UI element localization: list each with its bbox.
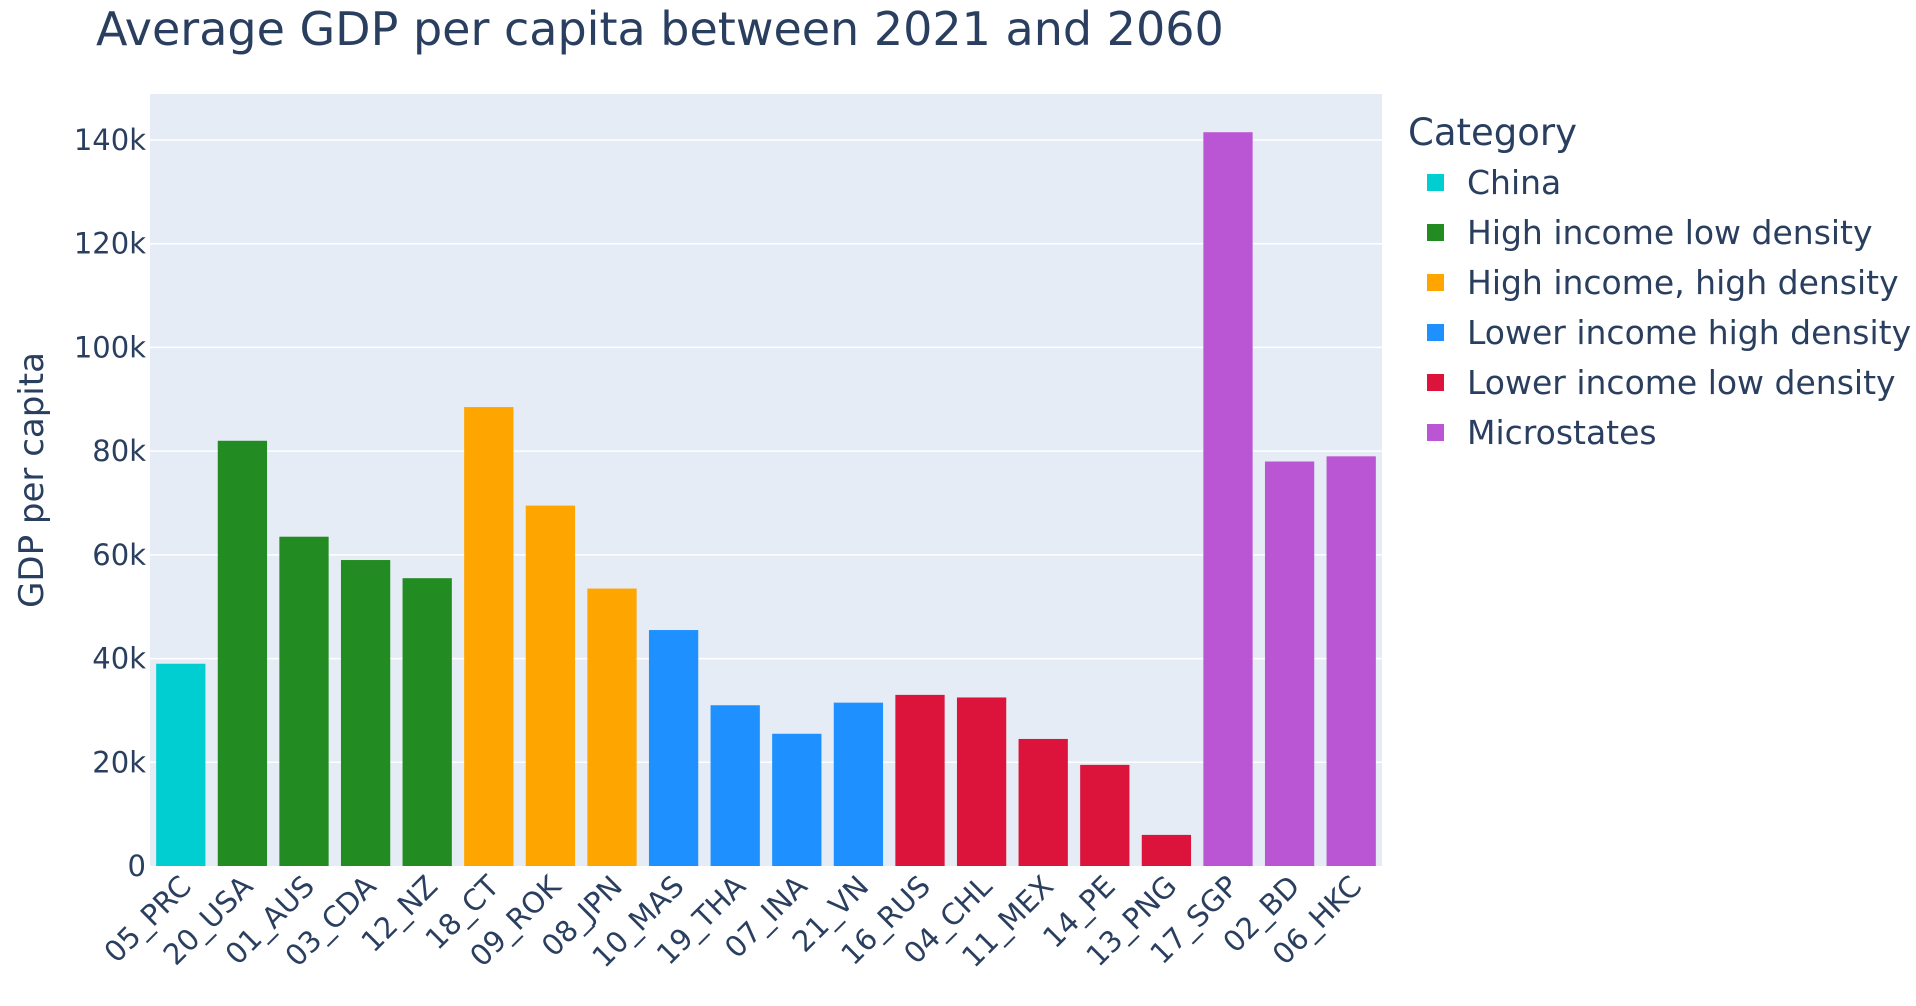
bar-11-mex[interactable] — [1018, 738, 1068, 866]
bar-14-pe[interactable] — [1080, 764, 1130, 866]
bar-19-tha[interactable] — [710, 705, 760, 866]
legend[interactable]: Category China High income low density Hig… — [1408, 111, 1911, 452]
legend-swatch[interactable] — [1427, 224, 1444, 241]
bar-03-cda[interactable] — [340, 560, 391, 866]
y-tick-label: 60k — [92, 538, 146, 572]
y-tick-label: 40k — [92, 642, 146, 676]
chart-title: Average GDP per capita between 2021 and … — [96, 2, 1224, 56]
legend-swatch[interactable] — [1427, 174, 1444, 191]
bar-13-png[interactable] — [1141, 834, 1192, 866]
bar-10-mas[interactable] — [648, 630, 699, 866]
legend-label[interactable]: High income, high density — [1467, 263, 1899, 302]
legend-swatch[interactable] — [1427, 324, 1444, 341]
y-tick-label: 140k — [74, 123, 146, 157]
y-tick-label: 0 — [128, 849, 146, 883]
y-axis-title: GDP per capita — [12, 352, 52, 608]
bar-08-jpn[interactable] — [587, 588, 637, 866]
x-axis-ticks: 05_PRC20_USA01_AUS03_CDA12_NZ18_CT09_ROK… — [97, 868, 1368, 974]
legend-swatch[interactable] — [1427, 424, 1444, 441]
bar-18-ct[interactable] — [464, 407, 514, 866]
bar-02-bd[interactable] — [1264, 461, 1315, 866]
legend-title: Category — [1408, 111, 1577, 154]
legend-swatch[interactable] — [1427, 274, 1444, 291]
legend-label[interactable]: Lower income low density — [1467, 363, 1896, 402]
bar-05-prc[interactable] — [156, 663, 206, 866]
bar-06-hkc[interactable] — [1326, 456, 1376, 866]
legend-swatch[interactable] — [1427, 374, 1444, 391]
y-tick-label: 100k — [74, 330, 146, 364]
bar-01-aus[interactable] — [279, 536, 329, 866]
bar-04-chl[interactable] — [956, 697, 1007, 866]
bar-16-rus[interactable] — [895, 694, 945, 866]
legend-label[interactable]: Microstates — [1467, 413, 1657, 452]
legend-label[interactable]: Lower income high density — [1467, 313, 1911, 352]
y-tick-label: 20k — [92, 745, 146, 779]
y-tick-label: 120k — [74, 227, 146, 261]
bar-17-sgp[interactable] — [1203, 132, 1253, 866]
y-tick-label: 80k — [92, 434, 146, 468]
legend-label[interactable]: High income low density — [1467, 213, 1873, 252]
bar-09-rok[interactable] — [525, 505, 576, 866]
bar-12-nz[interactable] — [402, 578, 452, 866]
bar-07-ina[interactable] — [772, 733, 822, 866]
bars — [156, 132, 1376, 866]
legend-label[interactable]: China — [1467, 163, 1561, 202]
bar-21-vn[interactable] — [833, 702, 884, 866]
plot-background — [150, 94, 1382, 866]
y-axis-ticks: 0 20k 40k 60k 80k 100k 120k 140k — [74, 123, 146, 883]
bar-20-usa[interactable] — [217, 440, 268, 866]
